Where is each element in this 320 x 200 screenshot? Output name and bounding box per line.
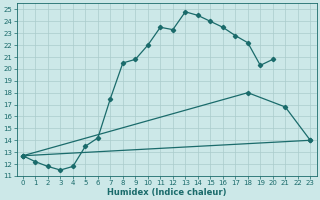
X-axis label: Humidex (Indice chaleur): Humidex (Indice chaleur): [107, 188, 226, 197]
